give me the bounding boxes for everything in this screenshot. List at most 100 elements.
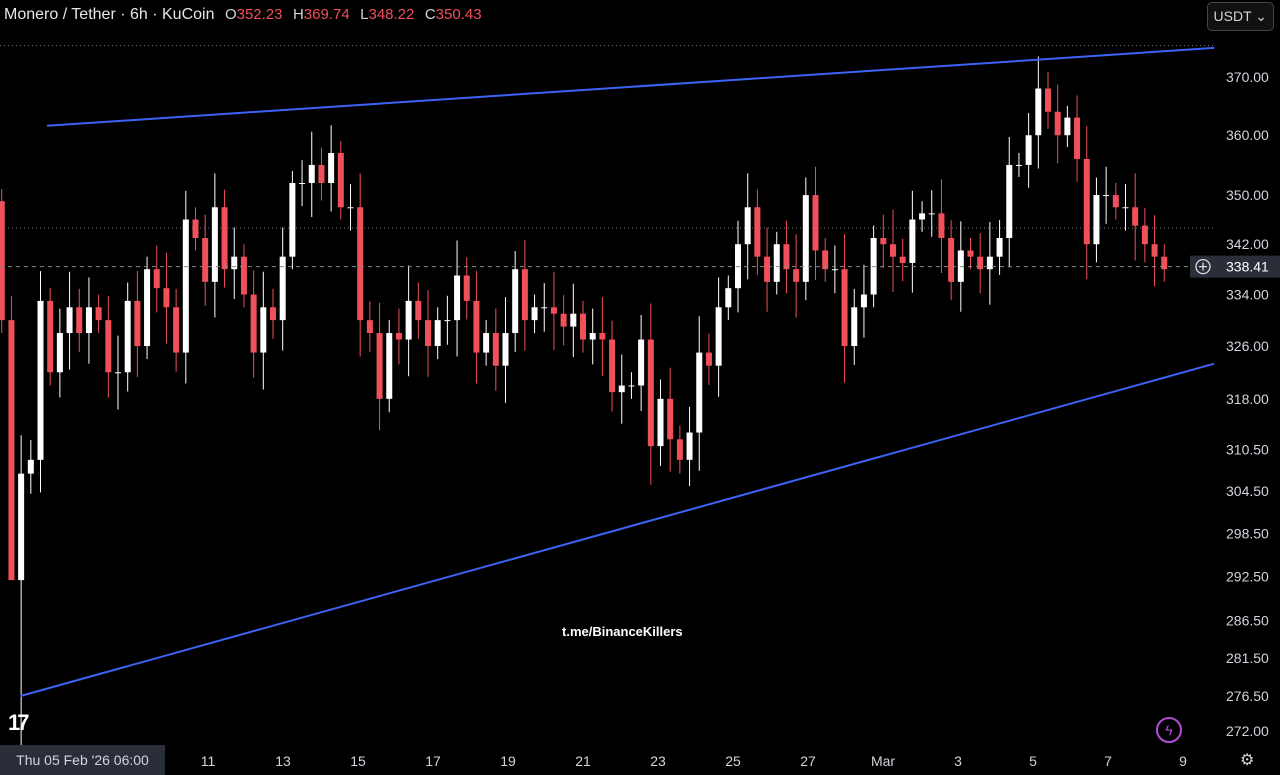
candle-body — [1074, 117, 1081, 159]
candle-body — [899, 256, 906, 263]
candle-body — [512, 269, 519, 334]
candle-body — [541, 307, 548, 309]
candle-body — [754, 207, 761, 257]
y-tick-label: 292.50 — [1226, 568, 1269, 584]
candle-body — [1083, 158, 1090, 245]
candle-body — [550, 307, 557, 314]
candle-body — [347, 207, 354, 209]
candle-body — [270, 307, 276, 321]
candle-body — [27, 459, 34, 474]
candle-body — [764, 256, 771, 282]
candle-body — [308, 164, 315, 183]
candle-body — [66, 307, 73, 334]
candle-body — [1132, 207, 1139, 226]
candle-body — [1035, 88, 1042, 136]
x-tick-label: 27 — [800, 753, 816, 769]
y-tick-label: 310.50 — [1226, 442, 1269, 458]
candle-body — [831, 269, 838, 271]
y-tick-label: 281.50 — [1226, 650, 1269, 666]
candle-body — [570, 313, 577, 327]
candle-body — [609, 339, 616, 393]
tradingview-logo[interactable]: 17 — [8, 710, 30, 735]
candle-body — [386, 333, 393, 399]
y-tick-label: 360.00 — [1226, 127, 1269, 143]
candle-body — [483, 333, 490, 353]
candle-body — [144, 269, 151, 347]
x-tick-label: 9 — [1179, 753, 1187, 769]
candle-body — [279, 256, 286, 321]
candle-body — [76, 307, 83, 334]
candle-body — [115, 372, 121, 374]
candle-body — [1093, 195, 1100, 245]
y-tick-label: 334.00 — [1226, 287, 1269, 303]
candle-body — [0, 201, 5, 321]
candle-body — [299, 182, 306, 184]
candle-body — [841, 269, 848, 347]
x-tick-label: 19 — [500, 753, 516, 769]
x-tick-label: 23 — [650, 753, 666, 769]
candle-body — [938, 213, 945, 239]
candle-body — [822, 250, 829, 270]
candle-body — [890, 244, 896, 257]
plus-circle-icon[interactable] — [1195, 258, 1211, 275]
symbol-legend: Monero / Tether · 6h · KuCoin O352.23 H3… — [4, 6, 482, 24]
y-tick-label: 342.00 — [1226, 236, 1269, 252]
candle-body — [1025, 135, 1032, 165]
x-tick-label: 15 — [350, 753, 366, 769]
candle-body — [880, 238, 887, 245]
symbol-title: Monero / Tether · 6h · KuCoin — [4, 6, 215, 23]
candle-body — [318, 164, 325, 183]
candle-body — [996, 238, 1003, 257]
candle-body — [986, 256, 993, 270]
last-price-label: 338.41 — [1226, 259, 1269, 275]
close-label: C — [424, 6, 436, 23]
close-value: 350.43 — [435, 6, 482, 23]
candle-body — [851, 307, 858, 347]
crosshair-date-label: Thu 05 Feb '26 06:00 — [0, 745, 165, 775]
candle-body — [425, 320, 431, 347]
candle-body — [715, 307, 722, 366]
candle-body — [260, 307, 267, 353]
trendline — [46, 46, 1215, 127]
x-tick-label: 5 — [1029, 753, 1037, 769]
y-tick-label: 304.50 — [1226, 483, 1269, 499]
settings-icon[interactable]: ⚙ — [1240, 752, 1255, 769]
x-tick-label: 3 — [954, 753, 962, 769]
y-tick-label: 326.00 — [1226, 338, 1269, 354]
x-tick-label: Mar — [871, 753, 895, 769]
candle-body — [211, 207, 218, 282]
candle-body — [473, 300, 480, 353]
candle-body — [744, 207, 751, 245]
candle-body — [105, 320, 112, 373]
candle-body — [1045, 88, 1051, 112]
candle-body — [492, 333, 499, 366]
currency-button[interactable]: USDT ⌄ — [1206, 2, 1274, 31]
lightning-icon[interactable]: ϟ — [1156, 717, 1182, 743]
candle-body — [202, 238, 209, 282]
candle-body — [153, 269, 160, 289]
candle-body — [783, 244, 790, 270]
x-tick-label: 21 — [575, 753, 591, 769]
candle-body — [957, 250, 964, 282]
candle-body — [376, 333, 383, 399]
candle-body — [328, 153, 335, 183]
candle-body — [250, 294, 257, 353]
candle-body — [812, 195, 819, 251]
candle-body — [531, 307, 538, 321]
candle-body — [948, 238, 955, 282]
y-tick-label: 298.50 — [1226, 525, 1269, 541]
candle-body — [434, 320, 441, 347]
candle-body — [56, 333, 63, 373]
candle-body — [395, 333, 402, 340]
candle-body — [977, 256, 984, 270]
low-value: 348.22 — [368, 6, 415, 23]
candle-body — [1103, 195, 1110, 197]
candle-body — [919, 213, 926, 220]
open-value: 352.23 — [236, 6, 283, 23]
candle-body — [638, 339, 645, 386]
open-label: O — [224, 6, 237, 23]
candle-body — [221, 207, 228, 270]
candle-body — [8, 320, 15, 581]
candle-body — [676, 439, 683, 460]
